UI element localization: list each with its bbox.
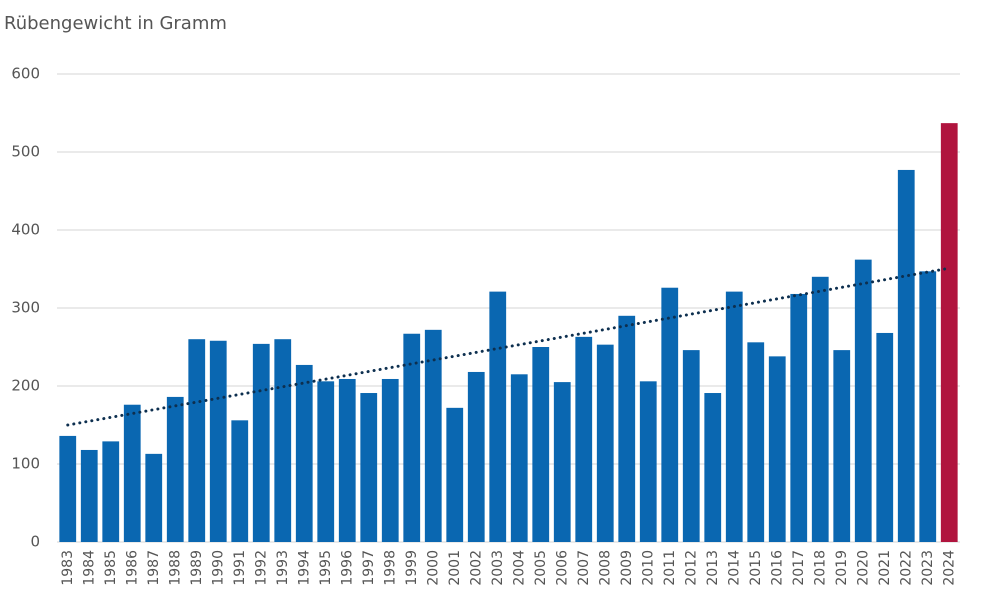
x-tick-label: 2022 — [898, 550, 914, 586]
bar — [295, 364, 313, 542]
x-tick-label: 2008 — [597, 550, 613, 586]
bar — [553, 382, 571, 542]
bar — [854, 259, 872, 542]
x-tick-label: 1999 — [404, 550, 420, 586]
bar — [188, 339, 206, 542]
bar — [123, 404, 141, 542]
chart-title: Rübengewicht in Gramm — [4, 13, 227, 34]
y-tick-label: 0 — [30, 533, 40, 551]
x-tick-label: 2015 — [748, 550, 764, 586]
x-tick-label: 2003 — [490, 550, 506, 586]
bar — [252, 343, 270, 542]
x-tick-label: 1998 — [382, 550, 398, 586]
x-tick-label: 2002 — [468, 550, 484, 586]
x-tick-label: 2012 — [683, 550, 699, 586]
x-tick-label: 1995 — [318, 550, 334, 586]
x-tick-label: 1992 — [253, 550, 269, 586]
x-tick-label: 1987 — [146, 550, 162, 586]
bar — [59, 435, 77, 542]
bar — [704, 393, 722, 542]
bar — [682, 350, 700, 542]
bar — [897, 169, 915, 542]
x-tick-label: 1994 — [296, 550, 312, 586]
bar — [166, 396, 184, 542]
x-tick-label: 1990 — [210, 550, 226, 586]
x-tick-label: 2024 — [941, 550, 957, 586]
x-tick-label: 1985 — [103, 550, 119, 586]
x-tick-label: 1993 — [275, 550, 291, 586]
y-tick-label: 100 — [11, 455, 40, 473]
x-tick-label: 2010 — [640, 550, 656, 586]
bar — [532, 347, 550, 542]
bar — [747, 342, 765, 542]
x-tick-label: 1997 — [361, 550, 377, 586]
bar — [338, 378, 356, 542]
x-tick-label: 2019 — [834, 550, 850, 586]
bar — [833, 350, 851, 542]
x-tick-label: 1986 — [124, 550, 140, 586]
x-tick-label: 2020 — [855, 550, 871, 586]
bar — [639, 381, 657, 542]
bar — [768, 356, 786, 542]
bar — [811, 276, 829, 542]
bar — [102, 441, 120, 542]
bar — [940, 123, 958, 542]
bar — [510, 374, 528, 542]
x-tick-label: 1991 — [232, 550, 248, 586]
x-tick-label: 2001 — [447, 550, 463, 586]
bar — [317, 381, 335, 542]
x-tick-label: 2023 — [920, 550, 936, 586]
bar — [403, 333, 421, 542]
x-tick-label: 2005 — [533, 550, 549, 586]
bar — [145, 453, 163, 542]
bar — [596, 344, 614, 542]
y-tick-label: 600 — [11, 65, 40, 83]
bar — [575, 336, 593, 542]
x-tick-label: 2007 — [576, 550, 592, 586]
x-tick-label: 2017 — [791, 550, 807, 586]
x-tick-label: 2016 — [769, 550, 785, 586]
x-tick-label: 2021 — [877, 550, 893, 586]
bar — [725, 291, 743, 542]
bar — [381, 378, 399, 542]
bar — [274, 339, 292, 542]
bar — [446, 407, 464, 542]
bar — [661, 287, 679, 542]
bar — [919, 271, 937, 542]
x-tick-label: 2000 — [425, 550, 441, 586]
y-tick-label: 400 — [11, 221, 40, 239]
x-tick-label: 2006 — [554, 550, 570, 586]
bar — [231, 420, 249, 542]
x-tick-label: 2004 — [511, 550, 527, 586]
x-tick-label: 1996 — [339, 550, 355, 586]
y-tick-label: 500 — [11, 143, 40, 161]
bar — [790, 293, 808, 542]
bar — [424, 329, 442, 542]
x-tick-label: 1984 — [81, 550, 97, 586]
x-tick-label: 2009 — [619, 550, 635, 586]
bar — [209, 340, 227, 542]
x-tick-label: 2018 — [812, 550, 828, 586]
y-tick-label: 200 — [11, 377, 40, 395]
bar — [489, 291, 507, 542]
bar — [618, 315, 636, 542]
x-tick-label: 1988 — [167, 550, 183, 586]
x-tick-label: 2014 — [726, 550, 742, 586]
x-tick-label: 1989 — [189, 550, 205, 586]
x-tick-label: 2013 — [705, 550, 721, 586]
bar — [467, 371, 485, 542]
y-tick-label: 300 — [11, 299, 40, 317]
bar — [876, 332, 894, 542]
x-tick-label: 1983 — [60, 550, 76, 586]
x-tick-label: 2011 — [662, 550, 678, 586]
bar — [80, 449, 98, 542]
bar — [360, 393, 378, 542]
